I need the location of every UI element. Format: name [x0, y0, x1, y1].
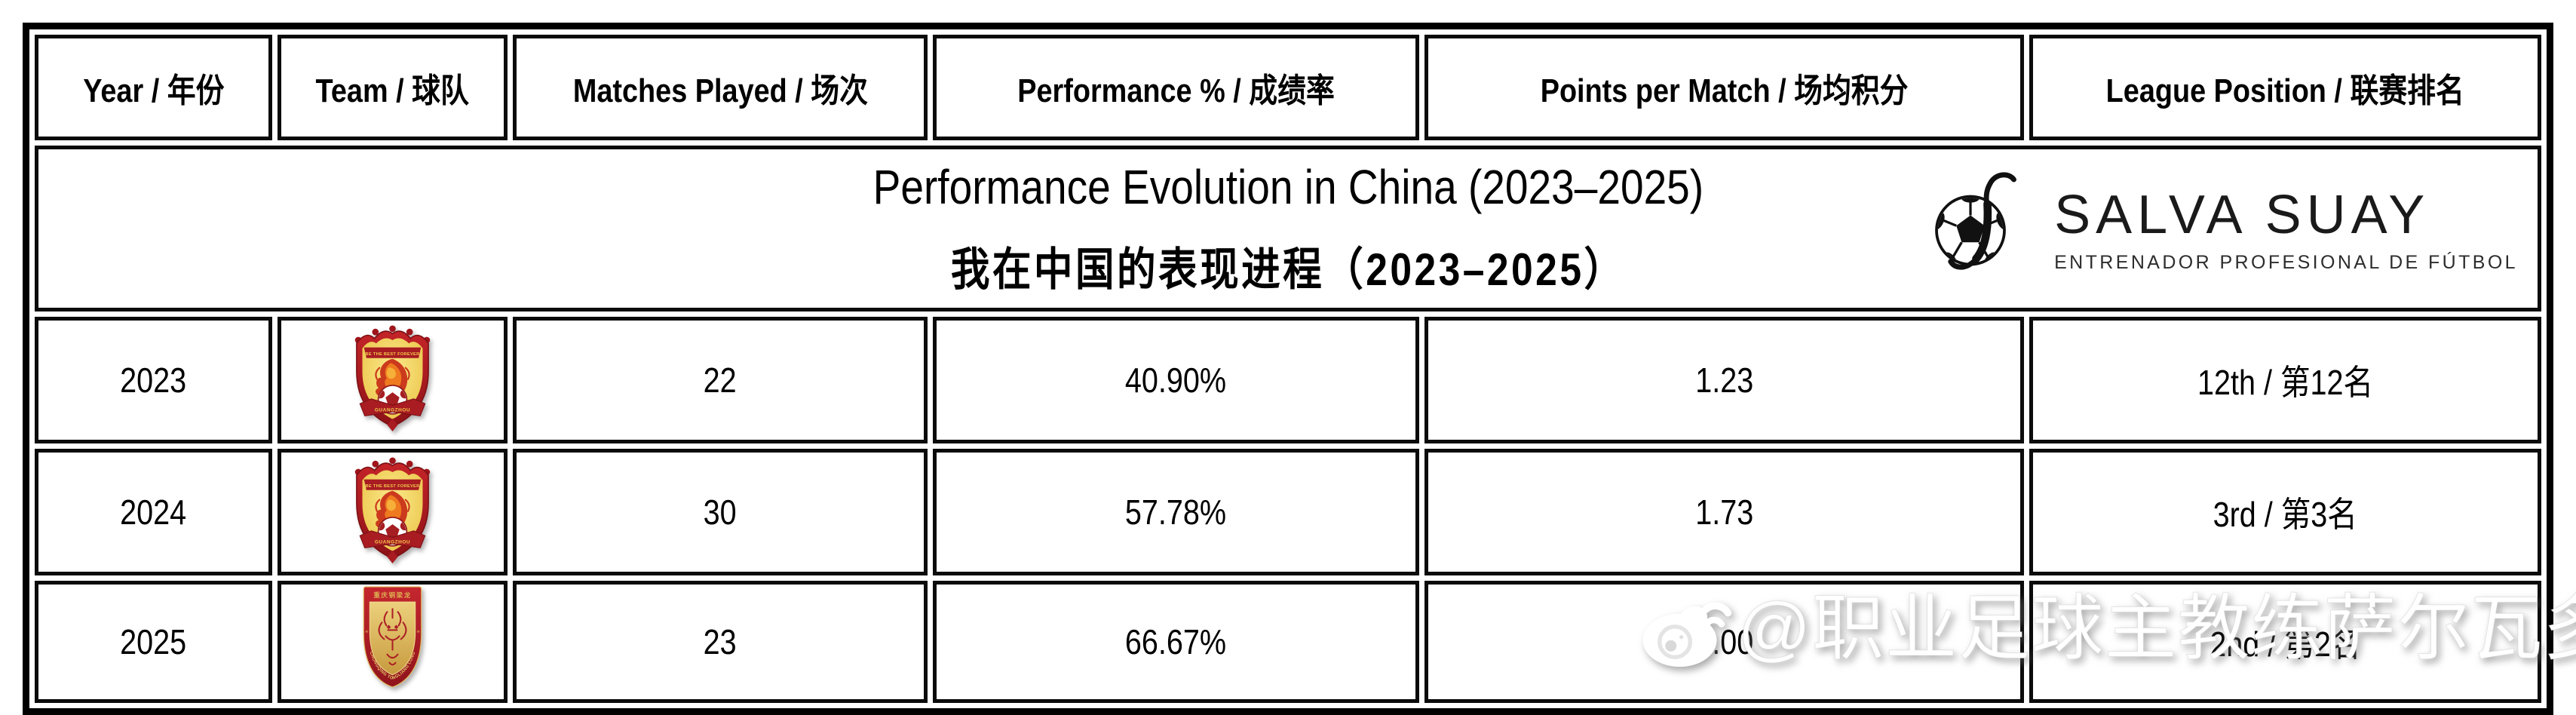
- table-row-2025: 2025 23 66.67% 2.00 2nd / 第2名: [35, 581, 2541, 703]
- cell-team: [278, 449, 508, 575]
- guangzhou-fc-crest-icon: [350, 453, 435, 563]
- cell-points-per-match: 1.23: [1424, 317, 2024, 443]
- cell-year: 2025: [35, 581, 272, 703]
- guangzhou-fc-crest-icon: [350, 321, 435, 431]
- title-chinese: 我在中国的表现进程（2023–2025）: [950, 244, 1626, 295]
- header-team: Team / 球队: [278, 35, 508, 140]
- weibo-icon: [1642, 602, 1732, 667]
- header-points-per-match: Points per Match / 场均积分: [1424, 35, 2024, 140]
- table-body: 2023 22 40.90% 1.23 12th / 第12名 2024 30 …: [35, 317, 2541, 703]
- title-english: Performance Evolution in China (2023–202…: [872, 159, 1704, 214]
- cell-matches: 23: [513, 581, 928, 703]
- header-matches-played: Matches Played / 场次: [513, 35, 928, 140]
- salva-suay-logo: SALVA SUAY ENTRENADOR PROFESIONAL DE FÚT…: [1929, 172, 2518, 285]
- cell-points-per-match: 1.73: [1424, 449, 2024, 575]
- title-row: Performance Evolution in China (2023–202…: [35, 146, 2541, 311]
- table-row-2023: 2023 22 40.90% 1.23 12th / 第12名: [35, 317, 2541, 443]
- cell-league-position: 12th / 第12名: [2029, 317, 2541, 443]
- cell-team: [278, 317, 508, 443]
- cell-matches: 22: [513, 317, 928, 443]
- performance-table: Performance Evolution in China (2023–202…: [23, 23, 2553, 715]
- cell-league-position: 2nd / 第2名: [2029, 581, 2541, 703]
- cell-performance: 66.67%: [933, 581, 1419, 703]
- header-row: Year / 年份 Team / 球队 Matches Played / 场次 …: [35, 35, 2541, 140]
- cell-matches: 30: [513, 449, 928, 575]
- header-league-position: League Position / 联赛排名: [2029, 35, 2541, 140]
- cell-points-per-match: 2.00: [1424, 581, 2024, 703]
- brand-name: SALVA SUAY: [2054, 184, 2430, 245]
- table-title: Performance Evolution in China (2023–202…: [38, 149, 2538, 308]
- table-header: Year / 年份 Team / 球队 Matches Played / 场次 …: [35, 35, 2541, 140]
- chongqing-tongliang-long-crest-icon: [363, 586, 422, 688]
- cell-league-position: 3rd / 第3名: [2029, 449, 2541, 575]
- header-performance-pct: Performance % / 成绩率: [933, 35, 1419, 140]
- brand-tagline: ENTRENADOR PROFESIONAL DE FÚTBOL: [2054, 251, 2518, 273]
- watermark-text: @职业足球主教练萨尔瓦多: [1737, 588, 2576, 670]
- cell-performance: 57.78%: [933, 449, 1419, 575]
- cell-year: 2023: [35, 317, 272, 443]
- header-year: Year / 年份: [35, 35, 272, 140]
- title-cell: Performance Evolution in China (2023–202…: [35, 146, 2541, 311]
- cell-year: 2024: [35, 449, 272, 575]
- watermark: @职业足球主教练萨尔瓦多: [1638, 587, 2576, 671]
- table-row-2024: 2024 30 57.78% 1.73 3rd / 第3名: [35, 449, 2541, 575]
- soccer-ball-swoosh-icon: [1935, 172, 2017, 270]
- cell-performance: 40.90%: [933, 317, 1419, 443]
- brand-text: SALVA SUAY ENTRENADOR PROFESIONAL DE FÚT…: [2054, 184, 2518, 274]
- cell-team: [278, 581, 508, 703]
